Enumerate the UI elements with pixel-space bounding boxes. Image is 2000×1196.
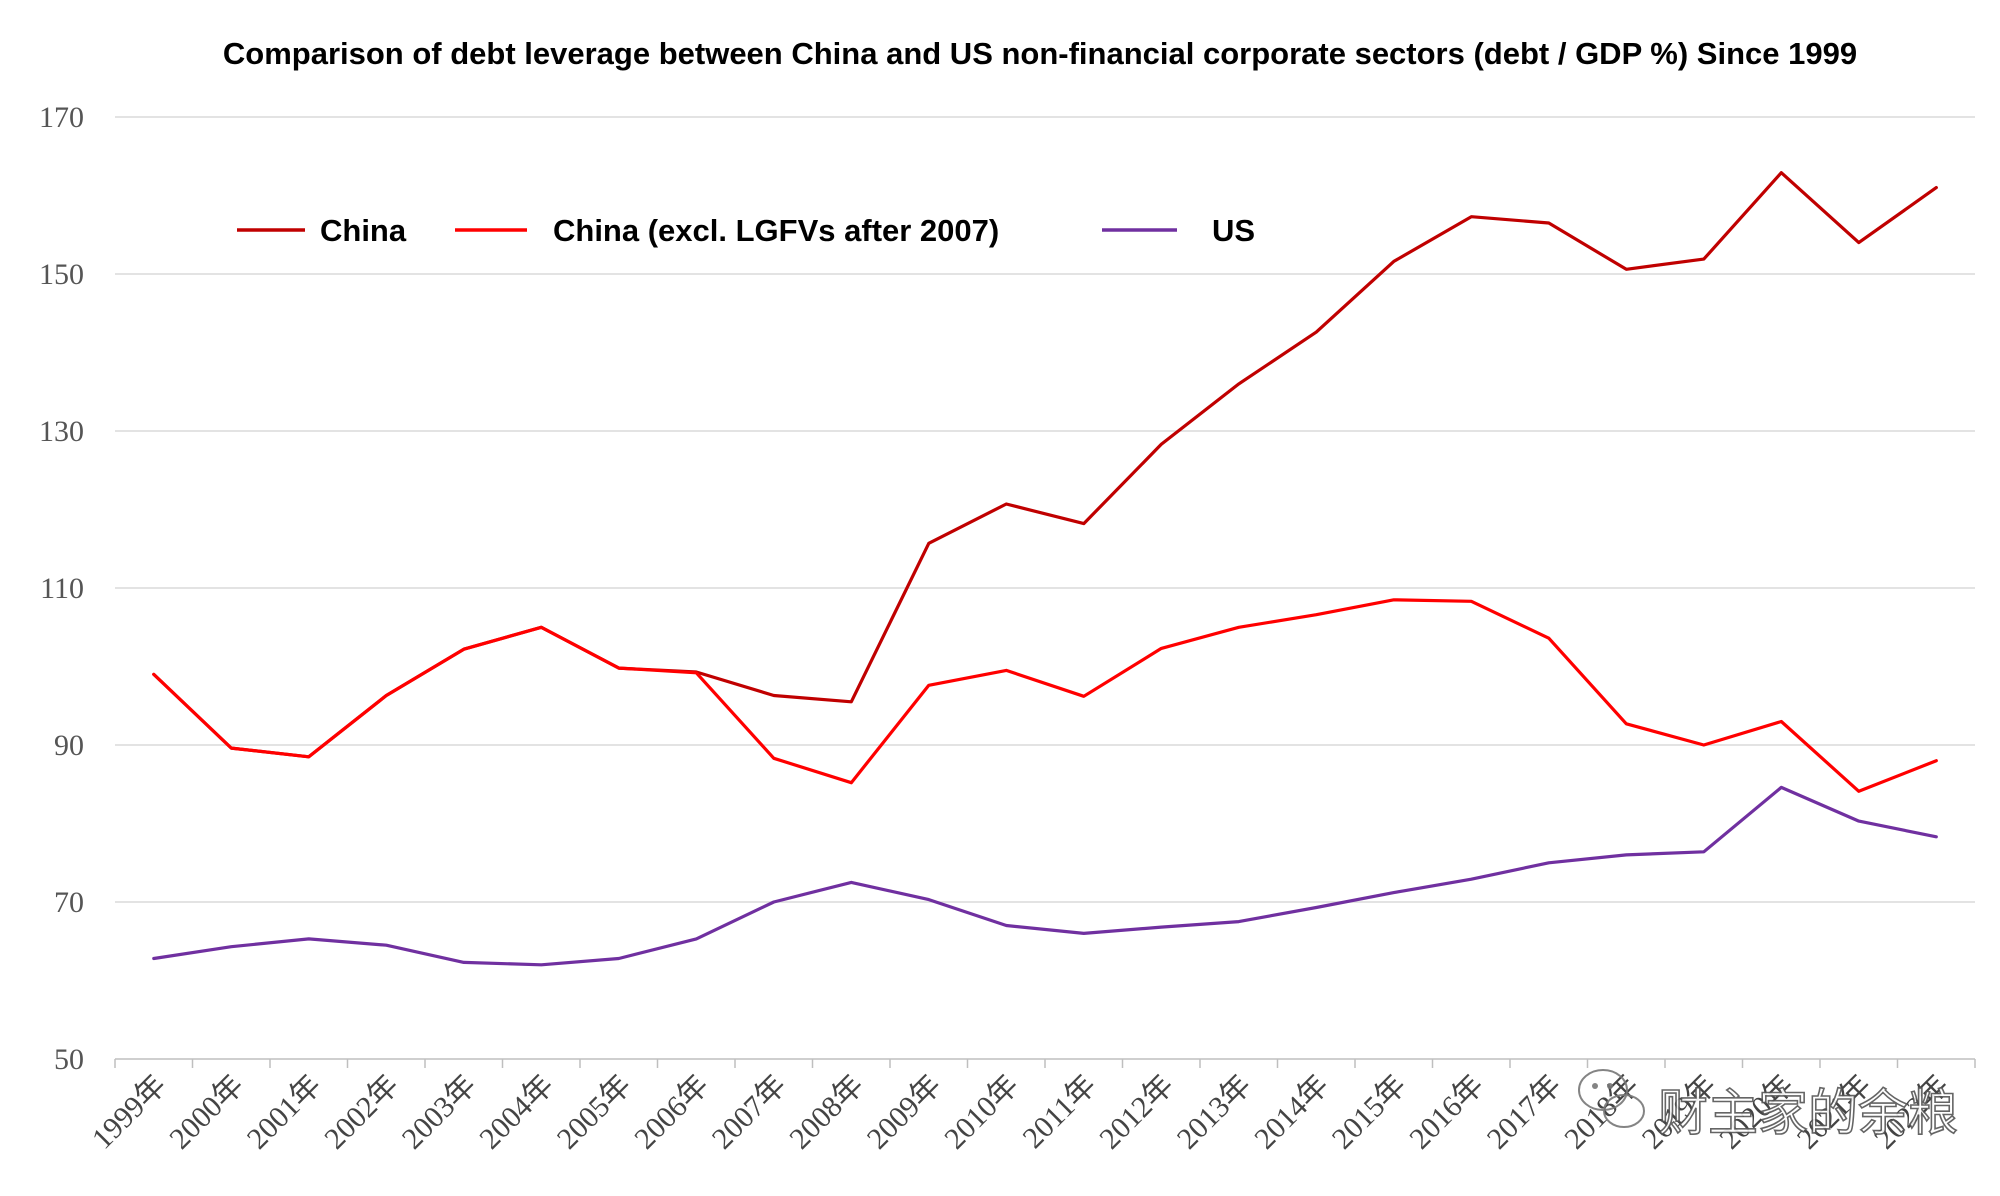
gridlines (115, 116, 1975, 903)
legend: China China (excl. LGFVs after 2007) US (237, 213, 1255, 248)
x-tick-label: 2017年 (1481, 1069, 1568, 1156)
x-tick-label: 2007年 (706, 1069, 793, 1156)
x-tick-label: 2006年 (628, 1069, 715, 1156)
y-tick-label: 110 (40, 572, 84, 605)
x-tick-label: 2013年 (1171, 1069, 1258, 1156)
x-tick-label: 2008年 (783, 1069, 870, 1156)
x-tick-label: 2015年 (1326, 1069, 1413, 1156)
x-tick-label: 2014年 (1248, 1069, 1335, 1156)
wechat-icon (1578, 1069, 1645, 1128)
y-tick-label: 70 (54, 886, 84, 919)
y-tick-label: 90 (54, 729, 84, 762)
series-line (152, 598, 1938, 793)
x-tick-label: 2010年 (938, 1069, 1025, 1156)
x-tick-label: 2000年 (163, 1069, 250, 1156)
y-axis: 50 70 90 110 130 150 170 (39, 101, 84, 1076)
x-tick-label: 2016年 (1403, 1069, 1490, 1156)
x-tick-label: 2012年 (1093, 1069, 1180, 1156)
x-tick-label: 2001年 (241, 1069, 328, 1156)
legend-label: China (excl. LGFVs after 2007) (553, 213, 999, 248)
y-tick-label: 130 (39, 415, 84, 448)
legend-label: US (1212, 213, 1255, 248)
x-tick-label: 2004年 (473, 1069, 560, 1156)
y-tick-label: 150 (39, 258, 84, 291)
series-line (152, 171, 1938, 759)
x-tick-label: 2018年 (1558, 1069, 1645, 1156)
x-tick-label: 2009年 (861, 1069, 948, 1156)
x-tick-label: 1999年 (86, 1069, 173, 1156)
watermark-text: 财主家的余粮 (1658, 1084, 1958, 1142)
watermark: 财主家的余粮 (1578, 1069, 1959, 1143)
x-tick-label: 2003年 (396, 1069, 483, 1156)
y-tick-label: 50 (54, 1043, 84, 1076)
y-tick-label: 170 (39, 101, 84, 134)
x-tick-label: 2002年 (318, 1069, 405, 1156)
x-tick-label: 2005年 (551, 1069, 638, 1156)
x-tick-label: 2011年 (1017, 1069, 1103, 1155)
series-line (152, 785, 1938, 967)
chart-title: Comparison of debt leverage between Chin… (223, 36, 1857, 71)
legend-label: China (320, 213, 407, 248)
series-lines (152, 171, 1938, 967)
